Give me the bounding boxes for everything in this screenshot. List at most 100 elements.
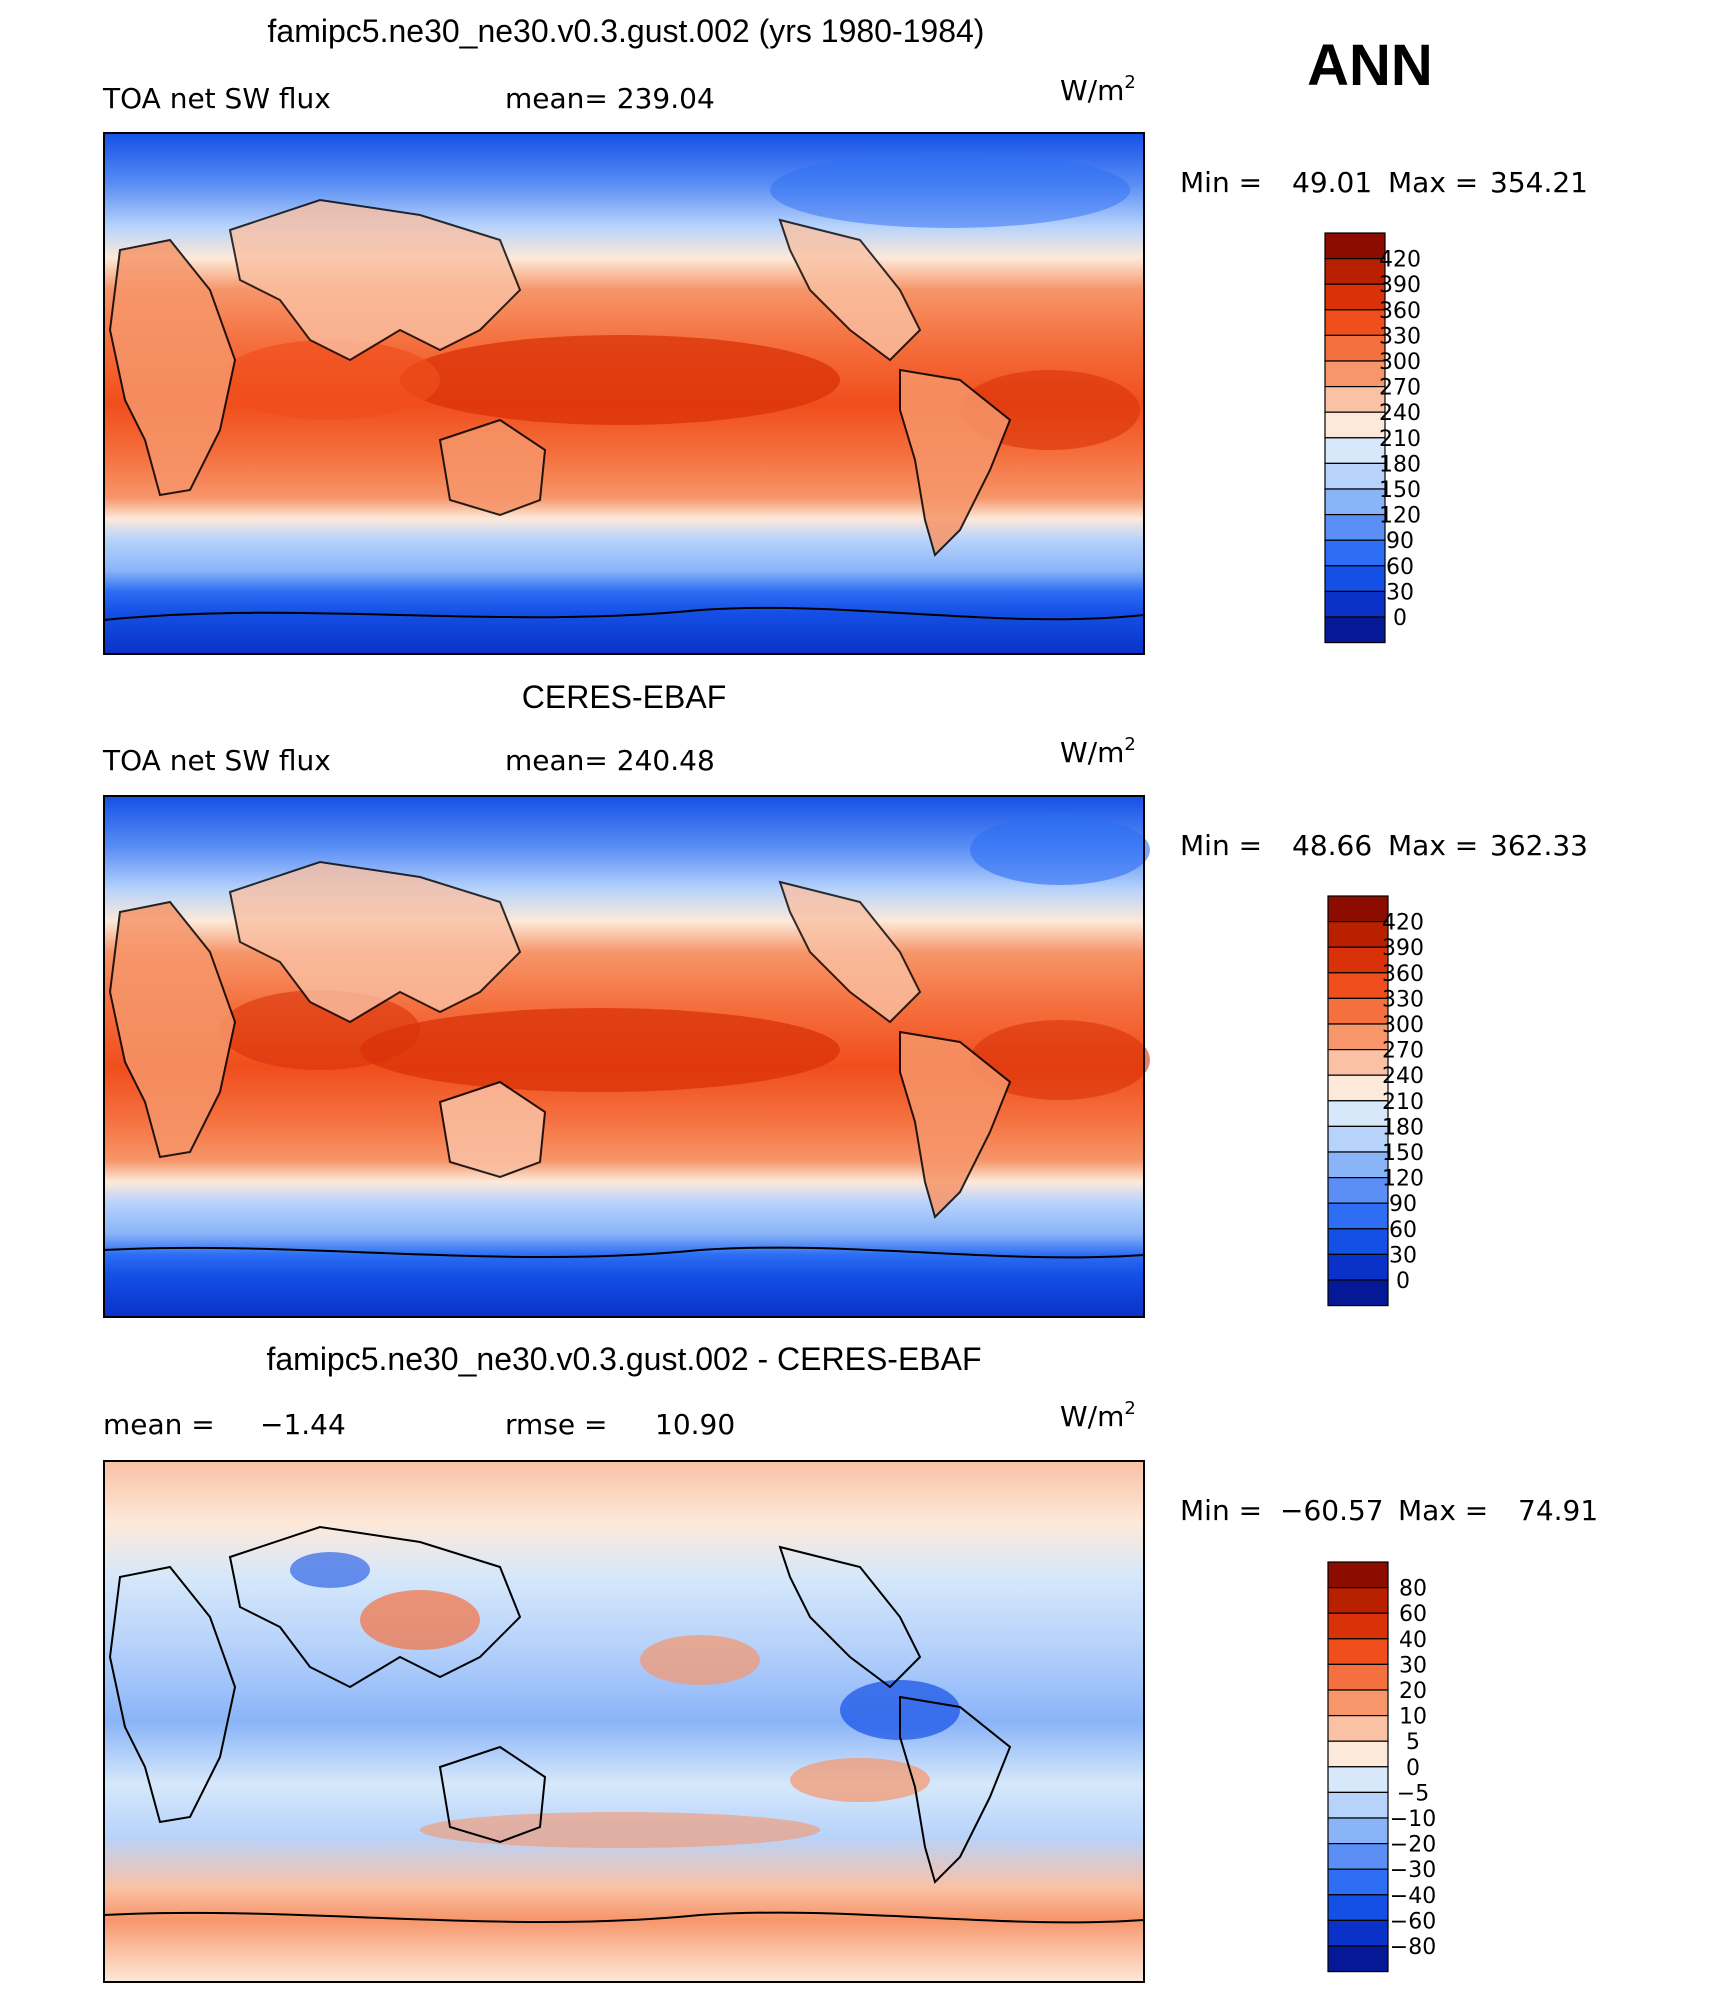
colorbar-cell (1327, 1202, 1389, 1230)
colorbar-cell (1324, 590, 1386, 618)
colorbar-tick-label: 40 (1399, 1628, 1427, 1653)
colorbar-cell (1327, 997, 1389, 1025)
map-field (104, 1461, 1144, 1982)
colorbar-tick-label: 60 (1389, 1218, 1417, 1243)
colorbar-cell (1327, 1253, 1389, 1281)
colorbar-cell (1324, 334, 1386, 362)
colorbar-tick-label: 120 (1379, 504, 1421, 529)
units-label: W/m2 (1060, 1398, 1136, 1433)
colorbar-cell (1327, 1279, 1389, 1307)
colorbar-cell (1327, 1612, 1389, 1640)
colorbar-tick-label: 10 (1399, 1705, 1427, 1730)
colorbar-cell (1327, 1074, 1389, 1102)
coastlines (103, 198, 1145, 621)
colorbar-cell (1327, 1868, 1389, 1896)
colorbar-cell (1327, 895, 1389, 923)
colorbar-tick-label: 180 (1382, 1115, 1424, 1140)
colorbar-tick-label: 120 (1382, 1167, 1424, 1192)
colorbar-cell (1327, 1817, 1389, 1845)
colorbar-tick-label: 330 (1382, 987, 1424, 1012)
panel-diff: famipc5.ne30_ne30.v0.3.gust.002 - CERES-… (103, 1341, 1598, 1983)
colorbar-cell (1324, 283, 1386, 311)
colorbar-cell (1324, 360, 1386, 388)
colorbar-tick-label: 0 (1406, 1756, 1420, 1781)
season-label: ANN (1307, 33, 1433, 98)
panel-title: famipc5.ne30_ne30.v0.3.gust.002 - CERES-… (266, 1341, 981, 1377)
colorbar-cell (1327, 1689, 1389, 1717)
colorbar-tick-label: 210 (1382, 1090, 1424, 1115)
mean-label: mean= 240.48 (505, 744, 715, 777)
colorbar-cell (1324, 488, 1386, 516)
colorbar-tick-label: 60 (1399, 1602, 1427, 1627)
colorbar-tick-label: 180 (1379, 452, 1421, 477)
colorbar-tick-label: 270 (1382, 1039, 1424, 1064)
diff-mean-label: mean = −1.44 (103, 1408, 346, 1441)
colorbar-tick-label: 60 (1386, 555, 1414, 580)
colorbar-tick-label: 30 (1389, 1243, 1417, 1268)
colorbar-cell (1327, 1100, 1389, 1128)
panel-title: famipc5.ne30_ne30.v0.3.gust.002 (yrs 198… (268, 13, 985, 49)
colorbar-cell (1324, 565, 1386, 592)
units-label: W/m2 (1060, 72, 1136, 107)
min-max-readout: Min = 48.66 Max = 362.33 (1180, 829, 1588, 862)
colorbar-tick-label: 90 (1389, 1192, 1417, 1217)
colorbar-cell (1327, 972, 1389, 999)
colorbar-tick-label: −5 (1397, 1781, 1429, 1806)
colorbar-cell (1327, 1714, 1389, 1742)
map-field (104, 133, 1144, 654)
colorbar-cell (1327, 1663, 1389, 1691)
rmse-label: rmse = 10.90 (505, 1408, 735, 1441)
coastlines (103, 1525, 1145, 1924)
map-frame (103, 1460, 1145, 1983)
panel-title: CERES-EBAF (522, 679, 726, 715)
colorbar-tick-label: 360 (1379, 299, 1421, 324)
colorbar-tick-label: 270 (1379, 376, 1421, 401)
colorbar-cell (1327, 1176, 1389, 1204)
colorbar-cell (1327, 1740, 1389, 1768)
colorbar-cell (1327, 1125, 1389, 1153)
colorbar-cell (1327, 1023, 1389, 1051)
colorbar-tick-label: −80 (1390, 1935, 1436, 1960)
colorbar-cell (1324, 513, 1386, 541)
colorbar-cell (1327, 1842, 1389, 1870)
colorbar-cell (1327, 1228, 1389, 1256)
colorbar-tick-label: 240 (1379, 401, 1421, 426)
colorbar-tick-label: 210 (1379, 427, 1421, 452)
colorbar-tick-label: 300 (1382, 1013, 1424, 1038)
colorbar-cell (1324, 258, 1386, 285)
colorbar-cell (1327, 1151, 1389, 1179)
colorbar-tick-label: 30 (1399, 1653, 1427, 1678)
colorbar-tick-label: −60 (1390, 1909, 1436, 1934)
variable-label: TOA net SW flux (102, 82, 331, 115)
colorbar-tick-label: 360 (1382, 962, 1424, 987)
colorbar-cell (1324, 309, 1386, 336)
colorbar-cell (1327, 920, 1389, 948)
colorbar-cell (1327, 1791, 1389, 1819)
colorbar-tick-label: 240 (1382, 1064, 1424, 1089)
colorbar-tick-label: 330 (1379, 324, 1421, 349)
colorbar-tick-label: 420 (1379, 248, 1421, 273)
colorbar-tick-label: 30 (1386, 580, 1414, 605)
colorbar-tick-label: 420 (1382, 911, 1424, 936)
colorbar-cell (1327, 1561, 1389, 1589)
colorbar-cell (1327, 946, 1389, 974)
colorbar-tick-label: −40 (1390, 1884, 1436, 1909)
colorbar-tick-label: 80 (1399, 1577, 1427, 1602)
colorbar-tick-label: −30 (1390, 1858, 1436, 1883)
colorbar-tick-label: 0 (1393, 606, 1407, 631)
colorbar-tick-label: 20 (1399, 1679, 1427, 1704)
colorbar-cell (1324, 437, 1386, 464)
colorbar-tick-label: 150 (1379, 478, 1421, 503)
colorbar-cell (1327, 1894, 1389, 1922)
colorbar-tick-label: 5 (1406, 1730, 1420, 1755)
map-field (104, 796, 1150, 1317)
colorbar-tick-label: 390 (1379, 273, 1421, 298)
colorbar-cell (1327, 1945, 1389, 1973)
colorbar-cell (1327, 1586, 1389, 1614)
panel-obs: CERES-EBAF TOA net SW flux mean= 240.48 … (102, 679, 1588, 1318)
colorbar-cell (1327, 1919, 1389, 1947)
colorbar-cell (1324, 462, 1386, 490)
